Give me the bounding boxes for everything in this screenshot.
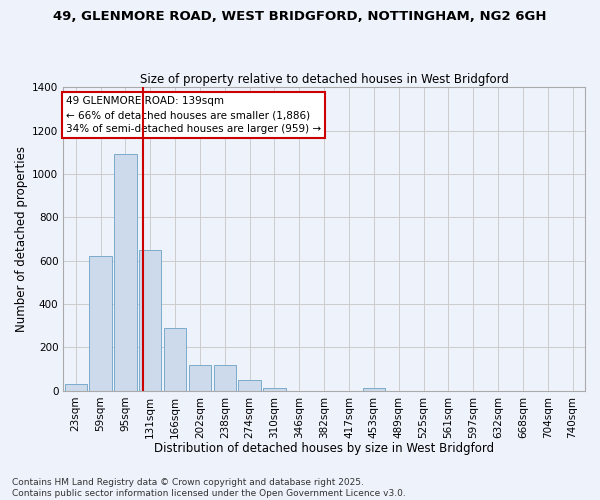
Bar xyxy=(214,365,236,391)
Bar xyxy=(164,328,186,391)
Text: 49, GLENMORE ROAD, WEST BRIDGFORD, NOTTINGHAM, NG2 6GH: 49, GLENMORE ROAD, WEST BRIDGFORD, NOTTI… xyxy=(53,10,547,23)
X-axis label: Distribution of detached houses by size in West Bridgford: Distribution of detached houses by size … xyxy=(154,442,494,455)
Bar xyxy=(362,388,385,391)
Bar xyxy=(263,388,286,391)
Title: Size of property relative to detached houses in West Bridgford: Size of property relative to detached ho… xyxy=(140,73,509,86)
Bar xyxy=(238,380,261,391)
Bar xyxy=(189,365,211,391)
Text: Contains HM Land Registry data © Crown copyright and database right 2025.
Contai: Contains HM Land Registry data © Crown c… xyxy=(12,478,406,498)
Text: 49 GLENMORE ROAD: 139sqm
← 66% of detached houses are smaller (1,886)
34% of sem: 49 GLENMORE ROAD: 139sqm ← 66% of detach… xyxy=(66,96,321,134)
Bar xyxy=(139,250,161,391)
Bar xyxy=(89,256,112,391)
Bar xyxy=(114,154,137,391)
Y-axis label: Number of detached properties: Number of detached properties xyxy=(15,146,28,332)
Bar xyxy=(65,384,87,391)
